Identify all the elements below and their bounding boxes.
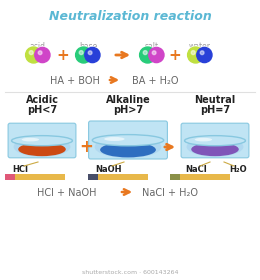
Circle shape	[140, 47, 155, 63]
Text: pH<7: pH<7	[27, 105, 57, 115]
Circle shape	[152, 51, 156, 55]
Ellipse shape	[14, 137, 70, 157]
Text: HCl + NaOH: HCl + NaOH	[37, 188, 97, 198]
Bar	[180, 174, 230, 180]
Ellipse shape	[18, 143, 66, 156]
Circle shape	[143, 51, 147, 55]
Ellipse shape	[191, 143, 239, 156]
Text: HA + BOH: HA + BOH	[50, 76, 100, 86]
Text: acid: acid	[30, 42, 46, 51]
Text: pH=7: pH=7	[200, 105, 230, 115]
Ellipse shape	[185, 136, 245, 146]
Circle shape	[85, 47, 100, 63]
Circle shape	[149, 47, 164, 63]
Circle shape	[200, 51, 204, 55]
Text: Alkaline: Alkaline	[106, 95, 150, 105]
FancyBboxPatch shape	[181, 123, 249, 158]
Circle shape	[75, 46, 92, 64]
Text: Neutral: Neutral	[194, 95, 236, 105]
Ellipse shape	[195, 138, 212, 141]
Circle shape	[76, 47, 92, 63]
Text: +: +	[79, 138, 93, 156]
Text: NaCl + H₂O: NaCl + H₂O	[142, 188, 198, 198]
Bar	[98, 174, 148, 180]
Ellipse shape	[92, 135, 164, 146]
Circle shape	[139, 46, 156, 64]
Circle shape	[25, 46, 42, 64]
Circle shape	[38, 51, 42, 55]
Circle shape	[79, 51, 83, 55]
Text: salt: salt	[145, 42, 159, 51]
Bar	[88, 174, 98, 180]
Text: NaOH: NaOH	[95, 165, 121, 174]
Text: shutterstock.com · 600143264: shutterstock.com · 600143264	[82, 270, 178, 275]
Bar	[170, 174, 180, 180]
Bar	[15, 174, 65, 180]
Text: HCl: HCl	[12, 165, 28, 174]
Circle shape	[188, 47, 204, 63]
Text: BA + H₂O: BA + H₂O	[132, 76, 178, 86]
Circle shape	[34, 47, 51, 63]
Text: water: water	[189, 42, 211, 51]
Ellipse shape	[104, 137, 125, 141]
FancyBboxPatch shape	[89, 121, 167, 159]
FancyBboxPatch shape	[8, 123, 76, 158]
Ellipse shape	[95, 136, 161, 158]
Ellipse shape	[11, 136, 73, 146]
Text: base: base	[79, 42, 97, 51]
Text: +: +	[169, 48, 181, 62]
Text: +: +	[57, 48, 69, 62]
Circle shape	[148, 47, 165, 63]
Bar	[5, 174, 15, 180]
Circle shape	[25, 47, 42, 63]
Circle shape	[197, 47, 212, 63]
Text: H₂O: H₂O	[229, 165, 247, 174]
Circle shape	[88, 51, 92, 55]
Text: pH>7: pH>7	[113, 105, 143, 115]
Ellipse shape	[187, 137, 243, 157]
Circle shape	[187, 46, 204, 64]
Text: Acidic: Acidic	[25, 95, 58, 105]
Circle shape	[84, 47, 101, 63]
Circle shape	[191, 51, 195, 55]
Ellipse shape	[22, 138, 39, 141]
Text: NaCl: NaCl	[185, 165, 207, 174]
Text: Neutralization reaction: Neutralization reaction	[49, 10, 211, 23]
Ellipse shape	[100, 142, 156, 157]
Circle shape	[196, 47, 213, 63]
Circle shape	[29, 51, 33, 55]
Circle shape	[35, 47, 50, 63]
